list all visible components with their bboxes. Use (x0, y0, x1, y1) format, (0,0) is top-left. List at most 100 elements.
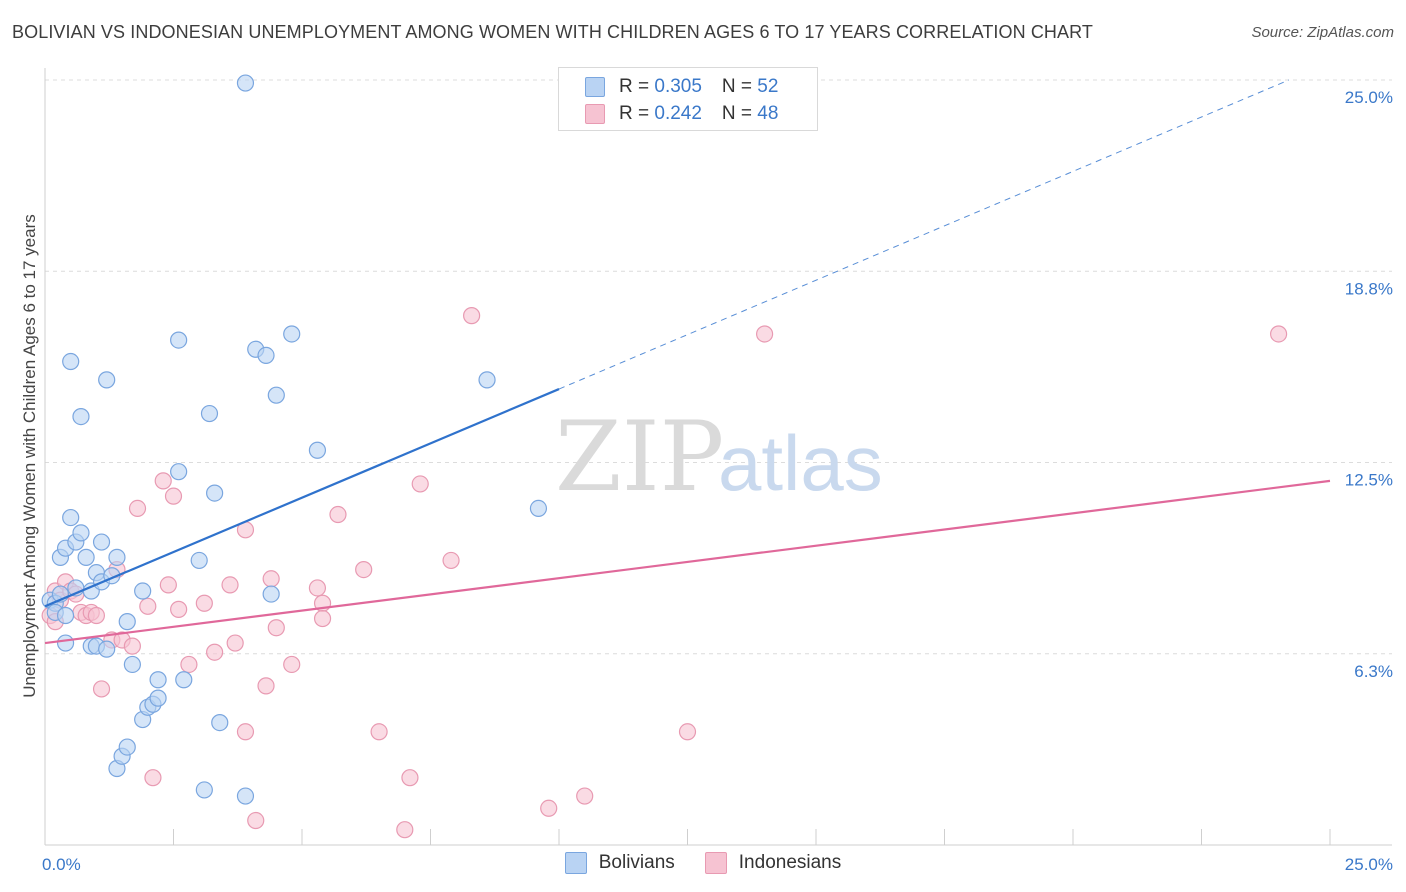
bolivian-point (98, 371, 116, 389)
bolivian-point (123, 655, 141, 674)
bolivian-point (98, 640, 116, 658)
bolivians-legend-swatch (564, 852, 587, 874)
bolivian-point (236, 74, 255, 92)
indonesian-point (257, 677, 275, 695)
bolivians-legend-label: Bolivians (598, 852, 675, 873)
indonesian-point (221, 576, 239, 594)
bolivian-point (211, 713, 229, 732)
axes (44, 68, 1392, 846)
indonesian-point (355, 560, 373, 579)
bolivian-point (529, 499, 548, 517)
bolivian-point (62, 508, 80, 527)
bolivian-point (149, 671, 167, 689)
legend-item-bolivians[interactable]: Bolivians (564, 852, 675, 874)
bolivian-point (283, 325, 301, 343)
x-tick-label: 25.0% (1345, 855, 1393, 874)
bolivian-point (92, 533, 111, 551)
bolivians-swatch (585, 77, 605, 97)
bolivian-point (77, 548, 95, 566)
indonesian-point (411, 475, 429, 493)
legend-n-label: N = (721, 103, 758, 124)
data-points (41, 74, 1288, 839)
grid-lines (45, 79, 1392, 655)
indonesian-point (463, 307, 481, 325)
indonesian-point (755, 325, 774, 343)
indonesian-point (236, 723, 255, 741)
indonesian-point (442, 551, 460, 570)
series-legend: Bolivians Indonesians (0, 852, 1406, 874)
watermark: ZIP atlas (555, 401, 883, 513)
indonesian-point (283, 655, 301, 674)
bolivian-point (206, 484, 224, 502)
bolivian-point (149, 689, 167, 707)
legend-n-label: N = (721, 76, 758, 97)
indonesian-point (164, 487, 183, 505)
indonesian-point (206, 643, 224, 661)
bolivian-point (118, 738, 136, 756)
legend-n-value: 52 (757, 76, 779, 97)
y-tick-label: 12.5% (1345, 471, 1393, 490)
indonesian-point (180, 655, 198, 674)
legend-item-indonesians[interactable]: Indonesians (704, 852, 842, 874)
watermark-zip: ZIP (555, 401, 724, 513)
bolivians-trend-line (44, 388, 560, 608)
y-tick-label: 25.0% (1345, 88, 1393, 107)
bolivian-point (62, 352, 80, 371)
indonesian-point (128, 499, 147, 517)
indonesian-point (170, 600, 188, 618)
bolivian-point (190, 551, 208, 570)
bolivian-point (170, 331, 188, 349)
bolivian-point (262, 585, 280, 603)
indonesians-legend-label: Indonesians (738, 852, 842, 873)
legend-r-value: 0.242 (654, 103, 702, 124)
legend-r-value: 0.305 (654, 76, 702, 97)
bolivian-point (200, 404, 219, 423)
legend-row-bolivians: R = 0.305 N = 52 (585, 76, 778, 98)
bolivian-point (72, 524, 90, 542)
indonesian-point (396, 821, 414, 839)
indonesian-point (139, 597, 157, 615)
bolivian-point (308, 441, 327, 459)
bolivian-point (478, 371, 496, 389)
bolivian-point (56, 606, 75, 625)
bolivian-point (72, 408, 90, 426)
legend-row-indonesians: R = 0.242 N = 48 (585, 103, 778, 125)
chart-title: BOLIVIAN VS INDONESIAN UNEMPLOYMENT AMON… (12, 22, 1094, 42)
bolivian-point (170, 463, 188, 481)
legend-n-value: 48 (757, 103, 779, 124)
y-axis-label: Unemployment Among Women with Children A… (20, 214, 39, 698)
bolivian-point (175, 671, 193, 689)
indonesian-point (329, 505, 347, 524)
indonesian-point (144, 769, 162, 787)
indonesian-point (308, 579, 327, 597)
bolivian-point (118, 613, 136, 631)
indonesians-trend-line (44, 479, 1331, 645)
indonesian-point (401, 769, 419, 787)
indonesian-point (267, 619, 285, 637)
bolivian-point (257, 346, 275, 364)
indonesian-point (576, 787, 594, 805)
indonesian-point (678, 723, 697, 741)
legend-r-label: R = (619, 76, 655, 97)
bolivians-trend-extension (558, 79, 1290, 390)
y-tick-label: 6.3% (1354, 662, 1393, 681)
legend-r-label: R = (619, 103, 655, 124)
indonesian-point (1269, 325, 1288, 343)
indonesian-point (226, 634, 244, 652)
bolivian-point (236, 787, 255, 805)
bolivian-point (267, 386, 285, 404)
indonesian-point (262, 570, 280, 588)
indonesian-point (123, 637, 141, 655)
indonesian-point (87, 606, 106, 625)
y-tick-label: 18.8% (1345, 279, 1393, 298)
indonesian-point (247, 811, 265, 830)
trend-lines (44, 79, 1331, 645)
chart-source: Source: ZipAtlas.com (1251, 24, 1394, 41)
stats-legend: R = 0.305 N = 52 R = 0.242 N = 48 (558, 67, 818, 131)
bolivian-point (108, 548, 126, 566)
indonesian-point (92, 680, 111, 698)
indonesian-point (370, 723, 388, 741)
indonesian-point (159, 576, 177, 594)
bolivian-point (134, 582, 152, 600)
